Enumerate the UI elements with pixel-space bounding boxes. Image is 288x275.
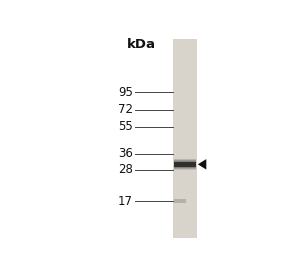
Bar bbox=[173, 39, 197, 238]
Text: 72: 72 bbox=[118, 103, 133, 116]
Bar bbox=[174, 159, 196, 160]
Bar bbox=[174, 161, 196, 167]
Text: 36: 36 bbox=[118, 147, 133, 160]
Text: kDa: kDa bbox=[126, 38, 156, 51]
Bar bbox=[174, 199, 186, 203]
Text: 17: 17 bbox=[118, 195, 133, 208]
Bar bbox=[174, 160, 196, 161]
Text: 95: 95 bbox=[118, 86, 133, 99]
Bar bbox=[174, 169, 196, 170]
Bar bbox=[174, 167, 196, 168]
Text: 28: 28 bbox=[118, 163, 133, 176]
Bar bbox=[174, 168, 196, 169]
Polygon shape bbox=[198, 159, 206, 170]
Text: 55: 55 bbox=[118, 120, 133, 133]
